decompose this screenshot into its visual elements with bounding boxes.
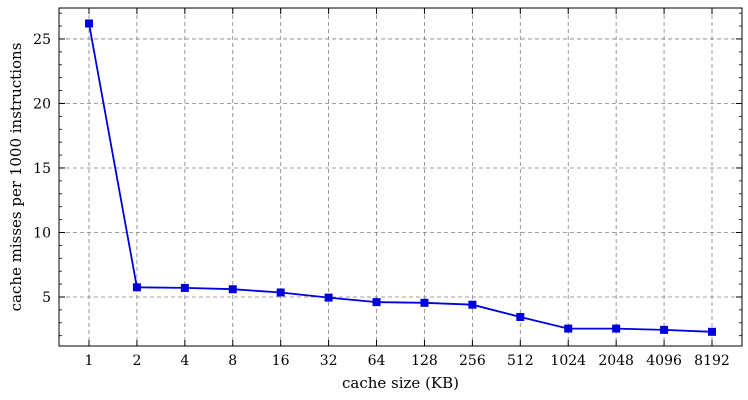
x-tick-label: 256 [459, 353, 486, 369]
data-point-marker [612, 324, 621, 333]
series-layer [85, 19, 716, 336]
axis-ticks: 1 2 4 8 16 32 64 128 256 512 1024 2048 4096 8192 5 10 15… [33, 8, 742, 369]
series-line [88, 23, 713, 333]
y-tick-label: 5 [42, 290, 51, 306]
grid-lines [59, 8, 742, 346]
data-point-marker [564, 324, 573, 333]
x-tick-label: 1024 [550, 353, 586, 369]
x-tick-label: 2 [132, 353, 141, 369]
y-tick-label: 10 [33, 225, 51, 241]
x-tick-label: 8192 [694, 353, 730, 369]
data-point-marker [468, 300, 477, 309]
data-point-marker [276, 288, 285, 297]
data-point-marker [228, 285, 237, 294]
x-tick-label: 4 [180, 353, 189, 369]
data-point-marker [132, 283, 141, 292]
data-point-marker [516, 312, 525, 321]
data-point-marker [324, 293, 333, 302]
data-point-marker [660, 325, 669, 334]
data-point-marker [85, 19, 93, 28]
y-axis-label: cache misses per 1000 instructions [7, 43, 25, 312]
x-tick-label: 64 [368, 353, 386, 369]
data-point-marker [180, 283, 189, 292]
y-tick-label: 15 [33, 161, 51, 177]
x-tick-label: 1 [85, 353, 94, 369]
y-tick-label: 20 [33, 96, 51, 112]
x-axis-label: cache size (KB) [342, 374, 459, 392]
x-tick-label: 32 [320, 353, 338, 369]
x-tick-label: 2048 [598, 353, 634, 369]
y-tick-label: 25 [33, 32, 51, 48]
plot-frame [58, 7, 743, 347]
data-point-marker [420, 298, 429, 307]
x-tick-label: 8 [228, 353, 237, 369]
data-point-marker [708, 327, 716, 336]
x-tick-label: 512 [507, 353, 534, 369]
x-tick-label: 128 [411, 353, 438, 369]
data-point-marker [372, 298, 381, 307]
x-tick-label: 16 [272, 353, 290, 369]
x-tick-label: 4096 [646, 353, 682, 369]
